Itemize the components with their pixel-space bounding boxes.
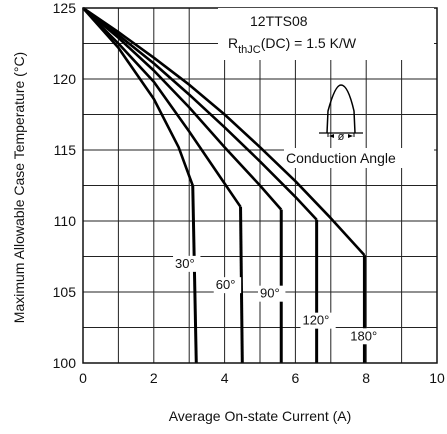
phi-symbol: ø — [338, 131, 345, 143]
annotation-background — [218, 8, 434, 60]
y-tick-label: 100 — [53, 355, 77, 371]
series-label-background — [348, 328, 384, 345]
series-label: 30° — [175, 256, 195, 271]
y-tick-label: 110 — [54, 213, 77, 229]
series-lines: 30° 60° 90° 120° 180° — [82, 6, 384, 364]
series-line — [82, 7, 242, 208]
series-cutoff-line — [191, 185, 198, 364]
series-label: 120° — [302, 313, 329, 328]
series-line — [82, 7, 283, 211]
tick-labels: 0 2 4 6 8 10 100 105 110 115 120 125 — [53, 0, 445, 386]
series-label: 60° — [216, 277, 236, 292]
rth-prefix: R — [228, 35, 238, 51]
y-tick-label: 125 — [53, 0, 77, 16]
y-tick-label: 105 — [53, 284, 77, 300]
x-tick-label: 2 — [150, 370, 158, 386]
series-cutoff-line — [239, 206, 244, 364]
x-tick-label: 4 — [221, 370, 229, 386]
rth-subscript: thJC — [238, 44, 261, 56]
angle-arrows — [329, 134, 353, 138]
series-line — [82, 6, 366, 256]
y-axis-label: Maximum Allowable Case Temperature (°C) — [11, 52, 27, 323]
series-label-background — [173, 255, 201, 272]
annotations: 12TTS08 RthJC(DC) = 1.5 K/W ø Conduction… — [218, 8, 434, 168]
x-tick-label: 8 — [362, 370, 370, 386]
series-label-background — [300, 312, 336, 329]
conduction-label-background — [284, 148, 434, 168]
series-label-background — [213, 277, 242, 294]
series-label: 180° — [350, 328, 377, 343]
y-tick-label: 120 — [53, 71, 77, 87]
series-label-background — [258, 285, 286, 302]
series-line — [82, 6, 318, 221]
x-tick-label: 0 — [79, 370, 87, 386]
x-tick-label: 10 — [429, 370, 445, 386]
conduction-waveform-icon: ø — [319, 84, 363, 143]
rth-value: (DC) = 1.5 K/W — [261, 35, 357, 51]
thermal-resistance-label: RthJC(DC) = 1.5 K/W — [228, 35, 357, 56]
device-label: 12TTS08 — [250, 13, 308, 29]
conduction-angle-label: Conduction Angle — [286, 150, 396, 166]
series-label: 90° — [260, 286, 280, 301]
series-line — [82, 7, 194, 186]
y-tick-label: 115 — [54, 142, 77, 158]
waveform-curve — [326, 84, 356, 134]
x-axis-label: Average On-state Current (A) — [169, 408, 352, 424]
x-tick-label: 6 — [292, 370, 300, 386]
